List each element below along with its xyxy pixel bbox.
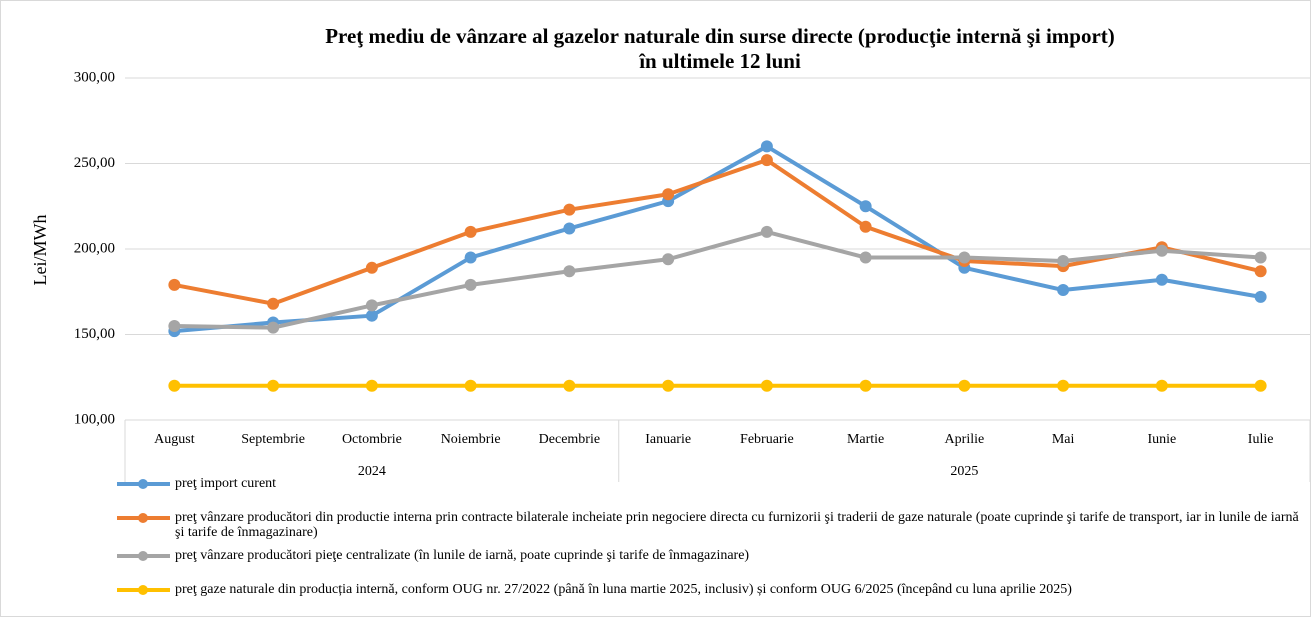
point-marker <box>859 220 872 233</box>
x-tick-label: Martie <box>847 432 884 447</box>
point-marker <box>267 321 280 334</box>
point-marker <box>1254 290 1267 303</box>
chart-title: Preţ mediu de vânzare al gazelor natural… <box>325 24 1115 48</box>
x-tick-label: Octombrie <box>342 432 402 447</box>
chart-subtitle: în ultimele 12 luni <box>638 49 801 73</box>
point-marker <box>464 225 477 238</box>
point-marker <box>1155 379 1168 392</box>
x-group-label: 2025 <box>950 464 978 479</box>
point-marker <box>464 251 477 264</box>
point-marker <box>563 379 576 392</box>
point-marker <box>662 253 675 266</box>
point-marker <box>563 222 576 235</box>
point-marker <box>168 319 181 332</box>
legend-label: preţ vânzare producători pieţe centraliz… <box>175 548 750 563</box>
point-marker <box>662 379 675 392</box>
point-marker <box>1155 273 1168 286</box>
point-marker <box>365 309 378 322</box>
legend-label: preţ import curent <box>175 476 277 491</box>
point-marker <box>1254 379 1267 392</box>
point-marker <box>267 297 280 310</box>
point-marker <box>760 225 773 238</box>
y-tick-label: 150,00 <box>74 326 115 342</box>
point-marker <box>1057 379 1070 392</box>
x-tick-label: Septembrie <box>241 432 305 447</box>
x-tick-label: Decembrie <box>539 432 600 447</box>
point-marker <box>1155 244 1168 257</box>
y-tick-label: 300,00 <box>74 69 115 85</box>
point-marker <box>365 379 378 392</box>
x-tick-label: Ianuarie <box>645 432 691 447</box>
point-marker <box>859 379 872 392</box>
legend-label: preţ vânzare producători din productie i… <box>175 510 1299 540</box>
point-marker <box>958 251 971 264</box>
x-tick-label: Februarie <box>740 432 794 447</box>
y-tick-label: 100,00 <box>74 411 115 427</box>
point-marker <box>1254 251 1267 264</box>
x-tick-label: Iulie <box>1248 432 1274 447</box>
point-marker <box>365 261 378 274</box>
series-line <box>174 144 1261 334</box>
y-tick-label: 200,00 <box>74 240 115 256</box>
point-marker <box>958 379 971 392</box>
point-marker <box>760 140 773 153</box>
point-marker <box>859 251 872 264</box>
legend-marker <box>138 585 148 595</box>
point-marker <box>563 203 576 216</box>
point-marker <box>1057 254 1070 267</box>
point-marker <box>662 188 675 201</box>
y-tick-label: 250,00 <box>74 155 115 171</box>
legend-marker <box>138 513 148 523</box>
point-marker <box>267 379 280 392</box>
legend-marker <box>138 479 148 489</box>
point-marker <box>168 379 181 392</box>
point-marker <box>464 278 477 291</box>
x-tick-label: Iunie <box>1147 432 1176 447</box>
x-tick-label: Aprilie <box>945 432 985 447</box>
y-axis-label: Lei/MWh <box>30 215 50 286</box>
x-tick-label: August <box>154 432 195 447</box>
legend-marker <box>138 551 148 561</box>
x-tick-label: Mai <box>1052 432 1075 447</box>
series-line <box>174 158 1262 306</box>
point-marker <box>1057 284 1070 297</box>
point-marker <box>1254 265 1267 278</box>
point-marker <box>760 154 773 167</box>
x-tick-label: Noiembrie <box>441 432 501 447</box>
series-line <box>174 229 1261 330</box>
x-group-label: 2024 <box>358 464 386 479</box>
point-marker <box>563 265 576 278</box>
point-marker <box>464 379 477 392</box>
legend-label: preţ gaze naturale din producția internă… <box>175 582 1072 597</box>
point-marker <box>859 200 872 213</box>
point-marker <box>760 379 773 392</box>
point-marker <box>365 299 378 312</box>
point-marker <box>168 278 181 291</box>
